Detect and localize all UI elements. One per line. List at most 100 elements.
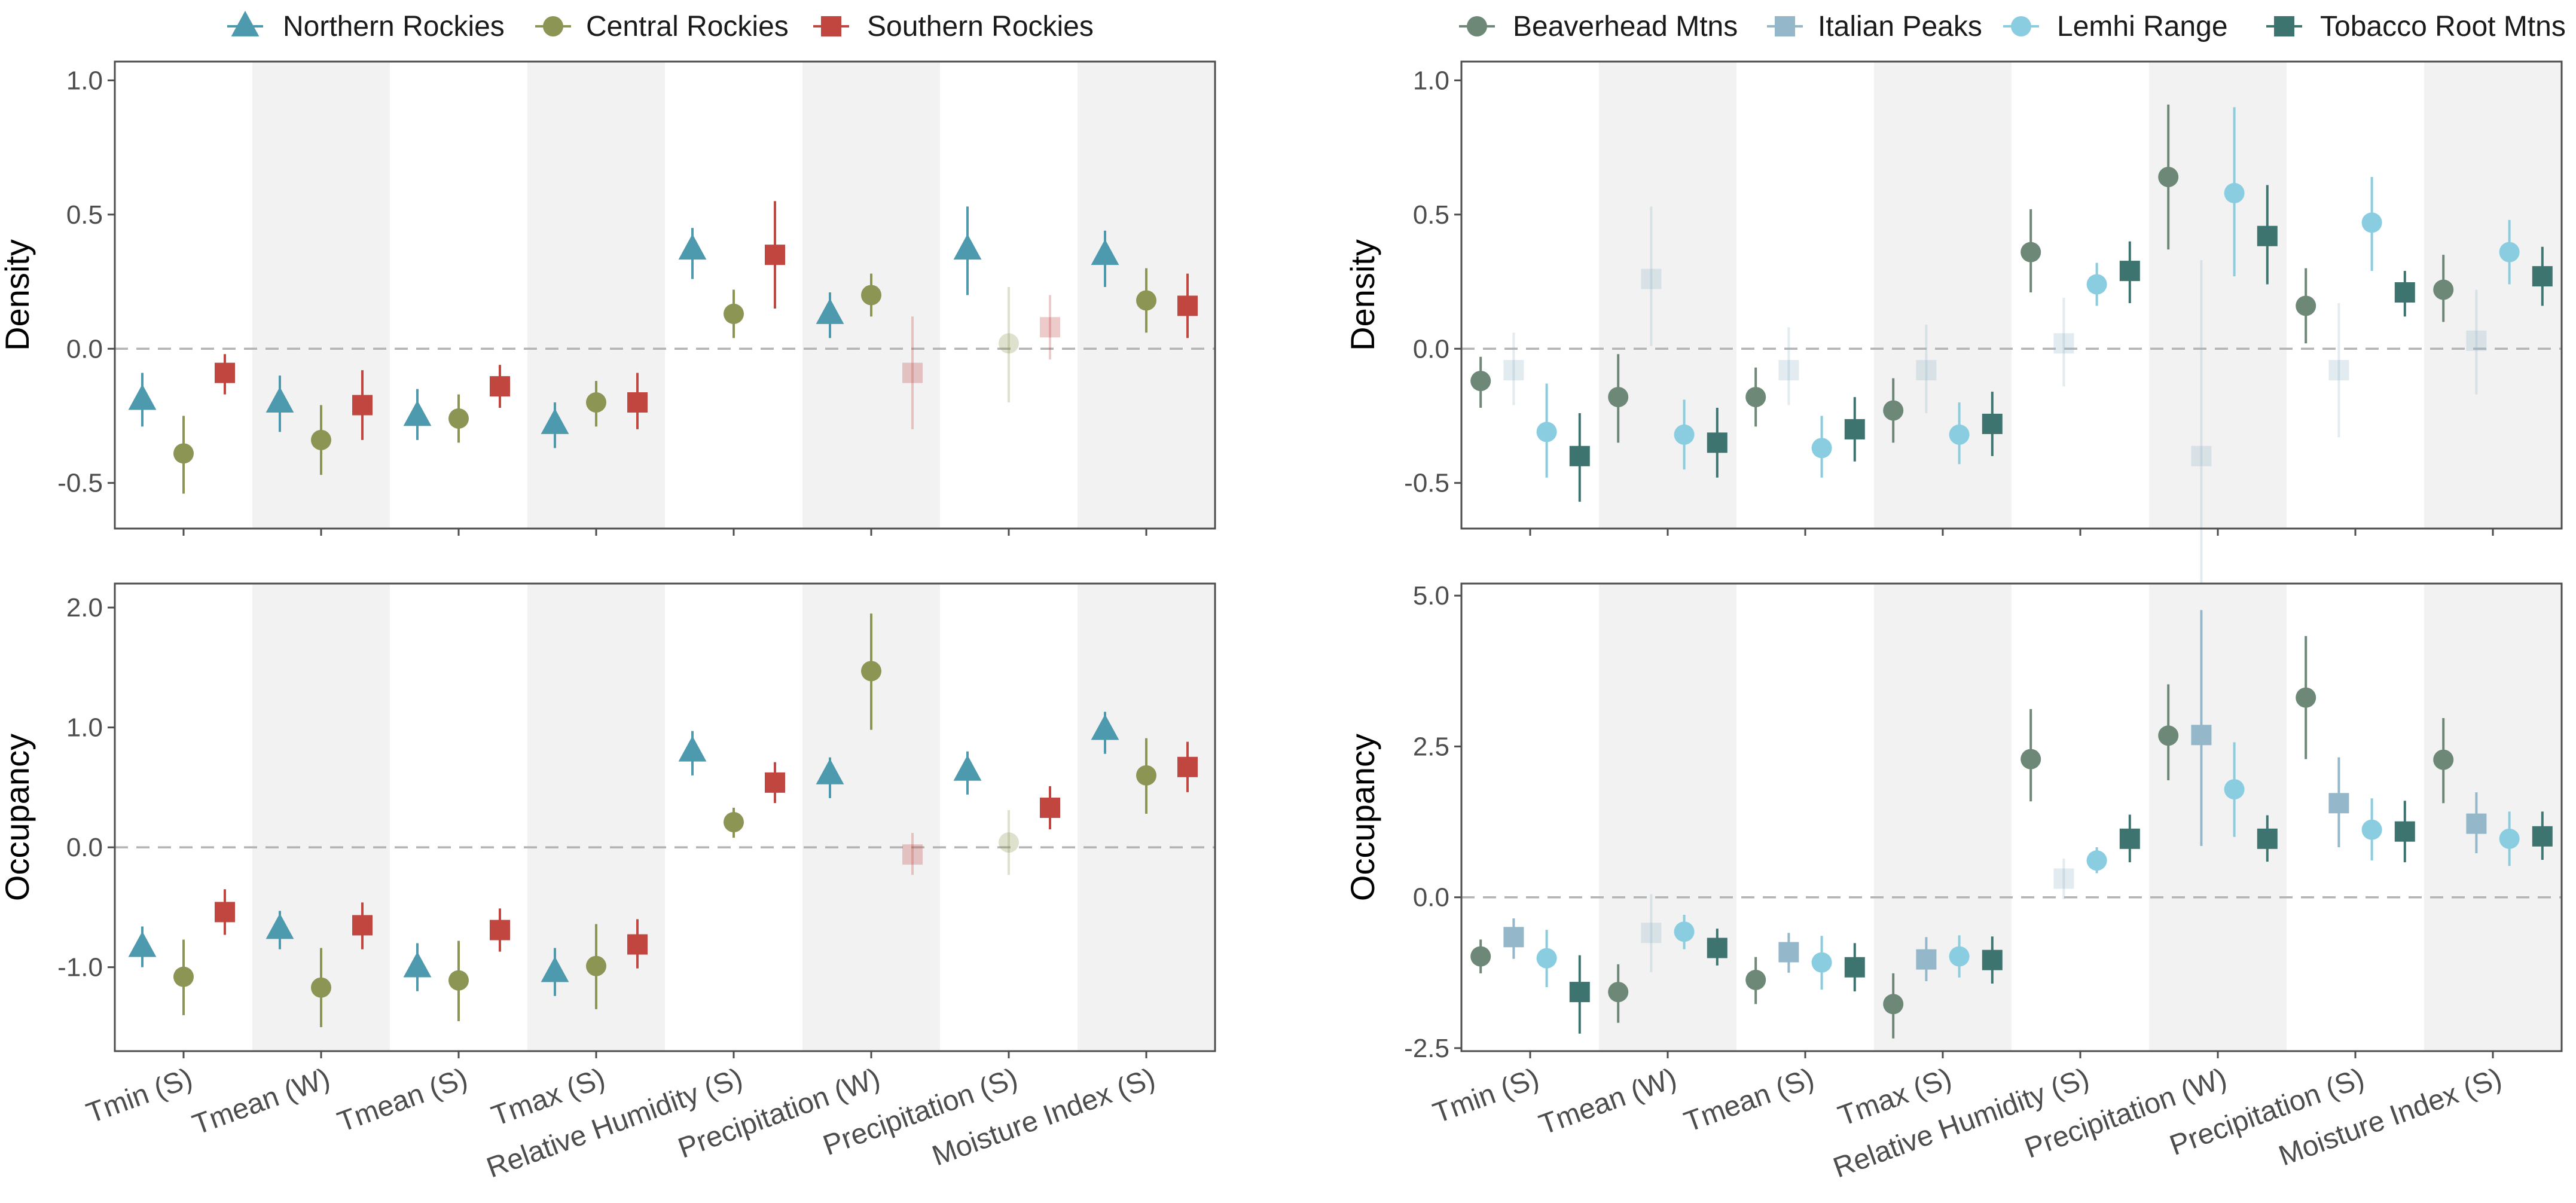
data-point bbox=[765, 245, 785, 265]
data-point bbox=[215, 362, 235, 383]
y-axis-title: Occupancy bbox=[1344, 734, 1381, 901]
series-northern-rockies bbox=[128, 206, 1119, 448]
data-point bbox=[173, 966, 194, 987]
series-southern-rockies bbox=[215, 201, 1198, 440]
y-tick-label: 1.0 bbox=[66, 66, 103, 95]
series-italian-peaks bbox=[1503, 610, 2487, 981]
data-point bbox=[2433, 749, 2454, 770]
shaded-band bbox=[1078, 584, 1215, 1051]
data-point bbox=[1177, 756, 1198, 777]
data-point bbox=[403, 400, 432, 426]
legend-label: Lemhi Range bbox=[2057, 11, 2228, 42]
data-point bbox=[1091, 714, 1119, 740]
y-tick-label: 0.0 bbox=[1413, 883, 1449, 912]
data-point bbox=[678, 234, 707, 260]
data-point bbox=[1503, 360, 1524, 381]
panel-border bbox=[114, 60, 1216, 530]
data-point bbox=[215, 902, 235, 923]
series-central-rockies bbox=[173, 613, 1156, 1027]
legend-label: Tobacco Root Mtns bbox=[2320, 11, 2566, 42]
x-category-label: Tmin (S) bbox=[1429, 1062, 1543, 1130]
group-regions: Northern Rockies Central Rockies Southern … bbox=[0, 11, 1216, 1184]
data-point bbox=[2328, 793, 2349, 814]
data-point bbox=[2086, 850, 2107, 871]
legend-circle-marker bbox=[1467, 16, 1487, 36]
shaded-band bbox=[1874, 584, 2012, 1051]
y-axis-title: Density bbox=[1344, 239, 1381, 351]
panel-density: 1.0 0.5 0.0 -0.5 Density bbox=[0, 60, 1216, 536]
legend-label: Beaverhead Mtns bbox=[1513, 11, 1738, 42]
series-beaverhead-mtns bbox=[1470, 636, 2454, 1039]
shaded-band bbox=[2149, 584, 2287, 1051]
data-point bbox=[724, 812, 744, 833]
data-point bbox=[627, 392, 648, 413]
data-point bbox=[173, 443, 194, 464]
data-point bbox=[1883, 400, 1904, 421]
data-point bbox=[1674, 921, 1695, 942]
legend-item: Tobacco Root Mtns bbox=[2266, 11, 2566, 42]
data-point bbox=[2361, 212, 2382, 233]
shaded-band bbox=[2424, 584, 2562, 1051]
group-mountain-ranges: Beaverhead Mtns Italian Peaks Lemhi Range T… bbox=[1344, 11, 2566, 1184]
data-point bbox=[861, 661, 881, 682]
data-point bbox=[311, 977, 331, 998]
legend-circle-marker bbox=[2011, 16, 2031, 36]
data-point bbox=[999, 832, 1019, 853]
y-tick-label: -0.5 bbox=[1404, 469, 1449, 498]
data-point bbox=[1569, 445, 1590, 466]
data-point bbox=[2466, 330, 2487, 351]
x-category-label: Tmean (S) bbox=[1680, 1062, 1818, 1138]
panel-border bbox=[1460, 60, 2563, 530]
data-point bbox=[2224, 182, 2245, 203]
data-point bbox=[953, 755, 982, 781]
data-point bbox=[2020, 242, 2041, 262]
y-tick-label: 0.0 bbox=[66, 833, 103, 862]
legend-square-marker bbox=[2274, 16, 2294, 36]
data-point bbox=[1091, 239, 1119, 265]
legend-item: Italian Peaks bbox=[1767, 11, 1982, 42]
data-point bbox=[1536, 948, 1557, 969]
data-point bbox=[1707, 938, 1727, 958]
data-point bbox=[2224, 779, 2245, 800]
y-tick-label: 0.5 bbox=[66, 200, 103, 230]
data-point bbox=[765, 772, 785, 793]
data-point bbox=[1536, 422, 1557, 442]
data-point bbox=[586, 955, 606, 976]
panel-occupancy: 5.0 2.5 0.0 -2.5 Occupancy Tmin (S)Tmean (W)T… bbox=[1344, 581, 2563, 1184]
data-point bbox=[1569, 982, 1590, 1003]
data-point bbox=[999, 333, 1019, 354]
data-point bbox=[2296, 295, 2316, 316]
x-category-label: Tmin (S) bbox=[83, 1062, 197, 1130]
y-tick-label: 0.0 bbox=[66, 334, 103, 364]
data-point bbox=[2499, 242, 2520, 262]
data-point bbox=[128, 931, 157, 957]
data-point bbox=[1949, 946, 1970, 967]
panel-border bbox=[1460, 582, 2563, 1052]
data-point bbox=[1982, 413, 2003, 434]
y-tick-label: 2.5 bbox=[1413, 732, 1449, 761]
data-point bbox=[1745, 387, 1766, 408]
data-point bbox=[541, 408, 569, 434]
x-category-label: Moisture Index (S) bbox=[928, 1062, 1159, 1173]
data-point bbox=[953, 234, 982, 260]
legend: Beaverhead Mtns Italian Peaks Lemhi Range T… bbox=[1459, 11, 2566, 42]
data-point bbox=[1641, 923, 1662, 944]
data-point bbox=[2191, 445, 2212, 466]
data-point bbox=[2119, 828, 2140, 849]
legend-circle-marker bbox=[543, 16, 563, 36]
y-tick-label: 5.0 bbox=[1413, 581, 1449, 610]
y-axis-title: Occupancy bbox=[0, 734, 36, 901]
data-point bbox=[448, 408, 469, 429]
data-point bbox=[1778, 942, 1799, 963]
data-point bbox=[1040, 797, 1060, 818]
legend-triangle-marker bbox=[231, 11, 260, 36]
data-point bbox=[128, 384, 157, 410]
x-category-label: Tmean (S) bbox=[334, 1062, 472, 1138]
data-point bbox=[2532, 826, 2553, 847]
data-point bbox=[902, 844, 923, 865]
data-point bbox=[816, 298, 844, 324]
data-point bbox=[1811, 952, 1832, 973]
data-point bbox=[1707, 432, 1727, 453]
x-category-label: Moisture Index (S) bbox=[2275, 1062, 2506, 1173]
data-point bbox=[1844, 957, 1865, 978]
